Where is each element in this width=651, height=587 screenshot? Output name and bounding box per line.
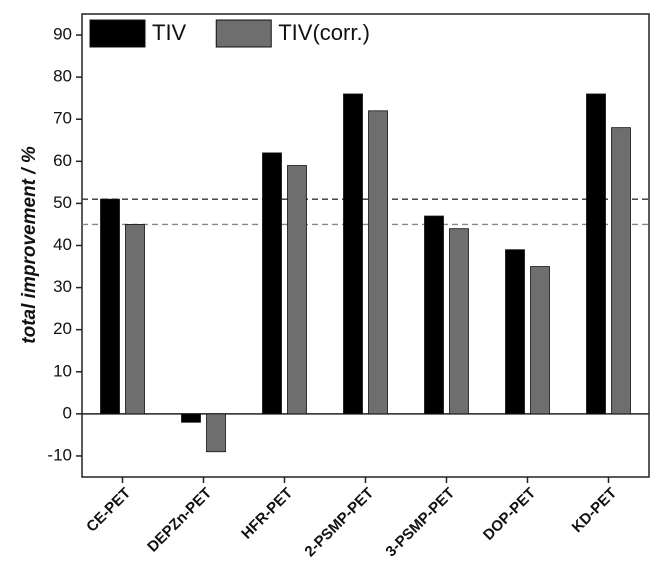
y-tick-label: 0 (63, 403, 72, 422)
y-tick-label: 70 (53, 109, 72, 128)
legend-label: TIV (152, 20, 187, 45)
y-tick-label: 20 (53, 319, 72, 338)
y-tick-label: 90 (53, 25, 72, 44)
x-tick-label: DOP-PET (480, 485, 539, 544)
bar (505, 249, 525, 415)
y-tick-label: 50 (53, 193, 72, 212)
bar (449, 228, 469, 415)
legend-swatch (215, 19, 272, 48)
x-tick-label: CE-PET (83, 485, 134, 536)
x-tick-label: KD-PET (569, 485, 621, 537)
bar (181, 413, 201, 423)
x-tick-label: 3-PSMP-PET (382, 485, 458, 561)
bar (206, 413, 226, 453)
y-tick-label: 80 (53, 67, 72, 86)
x-tick-label: DEPZn-PET (144, 485, 215, 556)
y-tick-label: 10 (53, 361, 72, 380)
x-tick-label: HFR-PET (238, 485, 296, 543)
plot-frame (81, 13, 650, 478)
y-tick-label: 30 (53, 277, 72, 296)
bar (611, 127, 631, 415)
bar (262, 152, 282, 415)
bar (530, 266, 550, 415)
legend-label: TIV(corr.) (278, 20, 370, 45)
bar (100, 198, 120, 415)
legend-swatch (89, 19, 146, 48)
y-tick-label: 40 (53, 235, 72, 254)
bar (368, 110, 388, 415)
x-tick-label: 2-PSMP-PET (301, 485, 377, 561)
y-axis-label: total improvement / % (19, 146, 40, 344)
bar (424, 215, 444, 415)
y-tick-label: -10 (47, 445, 72, 464)
bar (125, 224, 145, 415)
bar (586, 93, 606, 415)
y-tick-label: 60 (53, 151, 72, 170)
bar (343, 93, 363, 415)
bar (287, 165, 307, 415)
